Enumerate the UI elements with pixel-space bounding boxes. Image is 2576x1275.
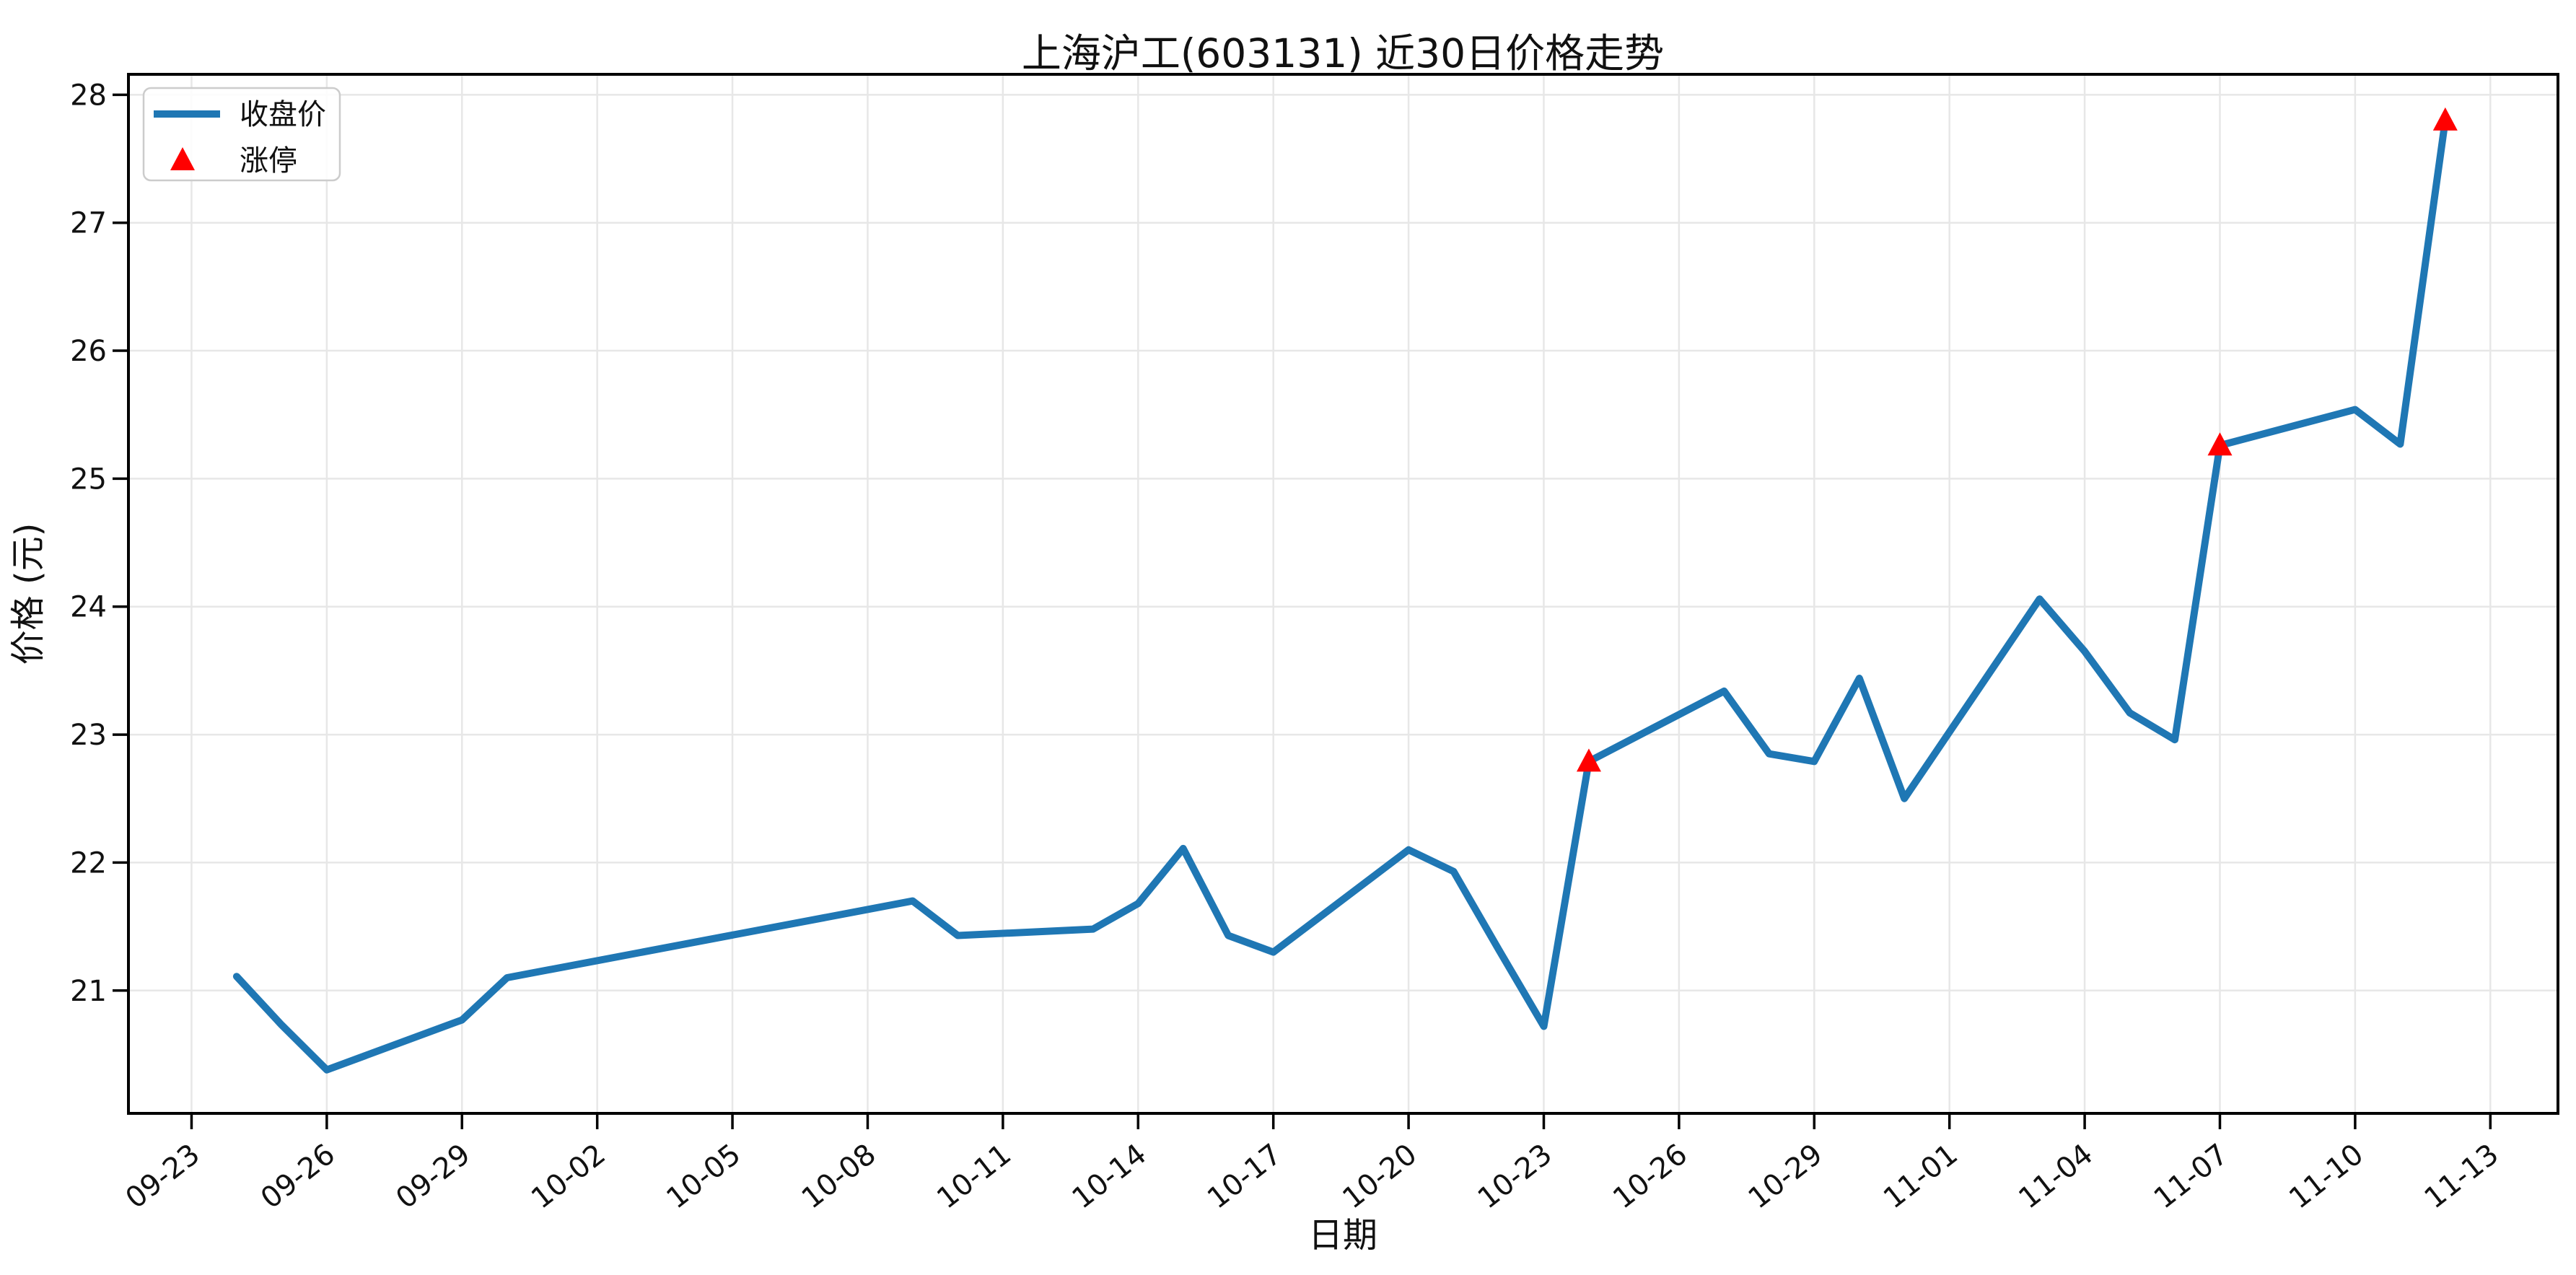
x-tick-label: 10-14 (1066, 1138, 1153, 1216)
limit-up-markers (1576, 107, 2458, 772)
y-tick-labels: 21 22 23 24 25 26 27 28 (70, 79, 107, 1007)
x-tick-label: 10-26 (1607, 1138, 1694, 1216)
close-price-line (232, 116, 2449, 1074)
x-tick-label: 09-29 (390, 1138, 477, 1216)
x-tick-label: 10-17 (1201, 1138, 1288, 1216)
y-tick-label: 28 (70, 79, 107, 112)
x-axis-label: 日期 (1308, 1215, 1377, 1256)
chart-title: 上海沪工(603131) 近30日价格走势 (1022, 30, 1664, 76)
y-tick-label: 22 (70, 846, 107, 880)
y-tick-label: 26 (70, 335, 107, 368)
legend-label-limit-up: 涨停 (240, 144, 297, 178)
x-tick-label: 11-07 (2148, 1138, 2235, 1216)
y-axis-label: 价格 (元) (8, 523, 48, 665)
close-price-polyline (232, 116, 2449, 1074)
y-tick-label: 27 (70, 207, 107, 240)
y-tick-label: 25 (70, 463, 107, 496)
plot-border (127, 73, 2559, 1115)
x-tick-label: 11-10 (2283, 1138, 2370, 1216)
legend: 收盘价 涨停 (142, 87, 341, 182)
x-tick-label: 11-04 (2012, 1138, 2099, 1216)
x-tick-label: 09-26 (255, 1138, 341, 1216)
y-tick-label: 23 (70, 719, 107, 752)
x-tick-label: 10-05 (660, 1138, 747, 1216)
x-tick-label: 11-01 (1878, 1138, 1964, 1216)
limit-up-marker (1576, 748, 1601, 772)
x-tick-label: 11-13 (2419, 1138, 2505, 1216)
y-tick-label: 24 (70, 591, 107, 624)
gridlines (128, 74, 2558, 1113)
x-tick-label: 10-08 (796, 1138, 882, 1216)
x-tick-labels: 09-23 09-26 09-29 10-02 10-05 10-08 10-11 10-14… (120, 1138, 2505, 1216)
axis-ticks (113, 93, 2492, 1129)
x-tick-label: 10-29 (1743, 1138, 1829, 1216)
x-tick-label: 10-02 (525, 1138, 612, 1216)
limit-up-triangle-icon (170, 147, 195, 170)
x-tick-label: 10-11 (931, 1138, 1017, 1216)
x-tick-label: 09-23 (120, 1138, 206, 1216)
y-tick-label: 21 (70, 975, 107, 1008)
limit-up-marker (2207, 432, 2233, 456)
x-tick-label: 10-23 (1472, 1138, 1559, 1216)
legend-label-close: 收盘价 (240, 98, 326, 131)
limit-up-marker (2432, 107, 2458, 131)
x-tick-label: 10-20 (1336, 1138, 1423, 1216)
